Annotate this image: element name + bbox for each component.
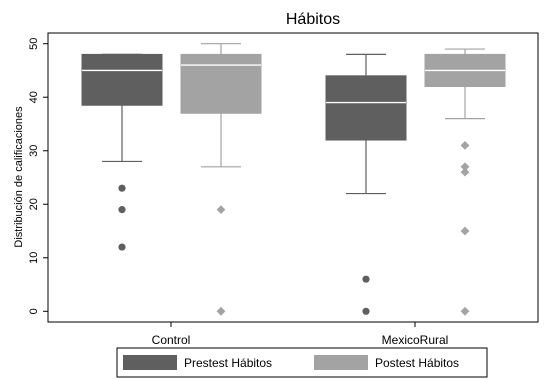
outlier-point xyxy=(460,140,470,150)
outlier-point xyxy=(460,162,470,172)
y-axis: 0 10 20 30 40 50 xyxy=(28,38,48,314)
legend-frame xyxy=(116,347,488,378)
legend-swatch xyxy=(314,355,368,370)
boxes-layer xyxy=(81,43,506,316)
box-iqr xyxy=(180,53,262,114)
box-iqr xyxy=(81,53,163,106)
outlier-point xyxy=(460,167,470,177)
y-tick-label: 10 xyxy=(28,252,40,264)
x-axis: Control MexicoRural xyxy=(152,322,449,347)
box-postest-hábitos-mexicorural xyxy=(424,48,506,316)
box-postest-hábitos-control xyxy=(180,43,262,316)
outlier-point xyxy=(460,306,470,316)
outlier-point xyxy=(460,226,470,236)
y-axis-label: Distribución de calificaciones xyxy=(13,106,25,248)
x-category-label: Control xyxy=(152,333,191,347)
legend-label: Postest Hábitos xyxy=(375,356,459,370)
box-prestest-hábitos-mexicorural xyxy=(325,53,407,315)
outlier-point xyxy=(118,184,126,192)
box-prestest-hábitos-control xyxy=(81,53,163,251)
outlier-point xyxy=(118,206,126,214)
outlier-point xyxy=(216,205,226,215)
plot-area-frame xyxy=(47,32,539,323)
x-category-label: MexicoRural xyxy=(382,333,449,347)
outlier-point xyxy=(362,307,370,315)
y-tick-label: 20 xyxy=(28,198,40,210)
y-tick-label: 30 xyxy=(28,145,40,157)
y-tick-label: 0 xyxy=(28,308,40,314)
outlier-point xyxy=(362,275,370,283)
chart-title: Hábitos xyxy=(286,11,340,28)
legend: Prestest Hábitos Postest Hábitos xyxy=(116,347,488,378)
legend-swatch xyxy=(123,355,177,370)
legend-label: Prestest Hábitos xyxy=(184,356,272,370)
box-iqr xyxy=(325,75,407,141)
outlier-point xyxy=(118,243,126,251)
y-tick-label: 50 xyxy=(28,38,40,50)
y-tick-label: 40 xyxy=(28,91,40,103)
outlier-point xyxy=(216,306,226,316)
